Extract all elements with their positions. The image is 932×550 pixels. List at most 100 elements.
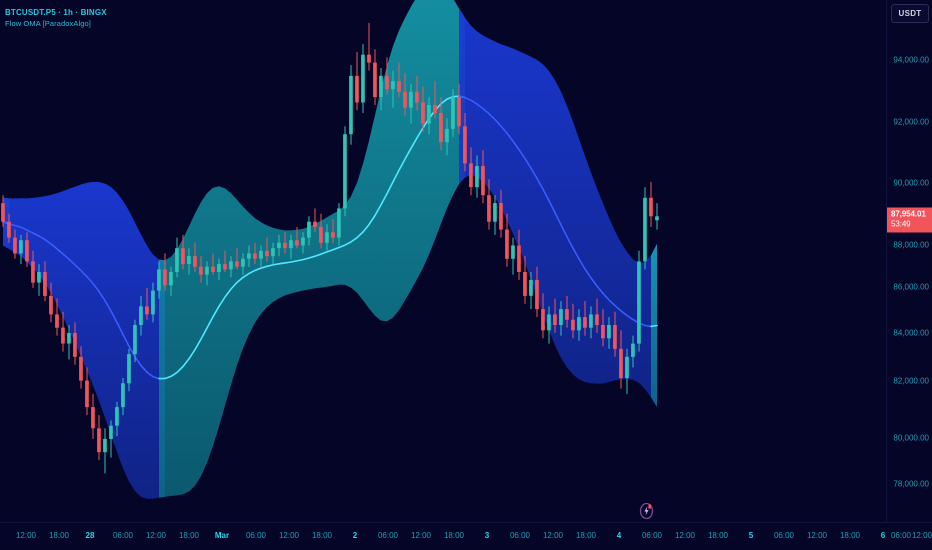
candle-body-bullish [625,356,629,378]
candle-body-bearish [193,256,197,267]
price-axis[interactable]: USDT 94,000.00 92,000.00 90,000.00 88,000.0… [886,0,932,522]
candle-body-bullish [109,425,113,439]
band-bearish-segment [3,181,165,499]
candle-body-bearish [331,232,335,238]
chart-plot-area[interactable] [0,0,886,522]
candle-body-bearish [469,163,473,188]
candle-body-bullish [337,208,341,238]
candle-body-bearish [463,126,467,164]
candle-body-bearish [295,240,299,246]
candle-body-bullish [451,97,455,129]
candle-body-bullish [277,242,281,249]
time-tick: 12:00 [806,531,828,540]
candle-body-bearish [49,295,53,315]
candle-body-bullish [151,290,155,315]
candle-body-bearish [97,428,101,453]
candle-body-bearish [535,279,539,310]
candle-body-bearish [415,91,419,103]
candle-body-bearish [613,325,617,349]
candle-body-bullish [229,261,233,270]
price-tick: 86,000.00 [893,282,929,292]
time-tick: 12:00 [278,531,300,540]
candle-body-bearish [313,221,317,227]
candle-body-bullish [115,407,119,426]
candle-body-bullish [391,81,395,90]
candle-body-bullish [379,75,383,98]
ma-line-segment [2,220,166,380]
time-tick: 5 [748,531,754,540]
time-tick: 12:00 [911,531,932,540]
candle-body-bullish [133,325,137,355]
ma-line-segment [650,324,658,328]
candle-body-bullish [307,221,311,238]
candle-body-bullish [205,266,209,275]
time-tick: 12:00 [410,531,432,540]
time-tick: 18:00 [178,531,200,540]
candle-body-bullish [643,197,647,262]
bar-countdown: 53:49 [891,219,911,229]
currency-badge[interactable]: USDT [891,4,929,23]
price-tick: 78,000.00 [893,479,929,489]
candle-body-bullish [247,253,251,259]
candle-body-bullish [655,216,659,221]
candle-body-bullish [475,166,479,188]
price-tick: 84,000.00 [893,328,929,338]
candle-body-bullish [271,248,275,257]
time-tick: 06:00 [641,531,663,540]
candle-body-bearish [61,327,65,344]
time-axis[interactable]: 12:00 18:00 28 06:00 12:00 18:00 Mar 06:00 12:00… [0,522,932,550]
candle-body-bearish [145,306,149,315]
candle-body-bullish [361,54,365,103]
time-tick: 18:00 [311,531,333,540]
candle-body-bearish [439,113,443,143]
time-tick: 06:00 [773,531,795,540]
candle-body-bullish [301,237,305,246]
flash-bolt-icon[interactable] [638,501,655,520]
candle-body-bearish [433,105,437,113]
ma-line-segment [458,95,658,328]
candle-body-bearish [523,272,527,296]
time-tick: 18:00 [707,531,729,540]
candle-body-bullish [139,306,143,325]
candle-body-bullish [589,314,593,328]
candle-body-bearish [373,62,377,97]
price-tick: 80,000.00 [893,433,929,443]
candle-body-bullish [121,383,125,408]
candle-body-bearish [517,245,521,272]
candle-body-bearish [397,81,401,92]
candle-body-bearish [487,195,491,222]
time-tick: 06:00 [245,531,267,540]
candle-body-bearish [595,314,599,325]
candle-body-bearish [31,261,35,283]
candle-body-bearish [583,317,587,328]
candle-body-bearish [73,332,77,357]
time-tick: 18:00 [443,531,465,540]
candle-body-bullish [343,134,347,209]
candle-body-bearish [211,266,215,272]
time-tick: 12:00 [15,531,37,540]
candle-body-bearish [481,166,485,196]
time-tick: 06:00 [377,531,399,540]
time-tick: 12:00 [145,531,167,540]
price-tick: 92,000.00 [893,117,929,127]
candle-body-bearish [541,309,545,331]
time-tick: 06:00 [509,531,531,540]
candle-body-bearish [649,197,653,217]
candle-body-bearish [403,91,407,108]
candle-body-bearish [565,309,569,320]
time-tick: 18:00 [839,531,861,540]
indicator-band-layer [3,0,657,499]
band-bearish-segment [459,8,657,408]
candle-body-bearish [505,229,509,259]
price-tick: 82,000.00 [893,376,929,386]
candle-body-bearish [355,75,359,103]
candle-body-bullish [547,314,551,331]
candle-body-bullish [607,325,611,339]
candle-body-bearish [199,266,203,275]
moving-average-line [2,95,658,380]
time-tick: 2 [352,531,358,540]
time-tick: 6 [880,531,886,540]
candle-body-bullish [241,258,245,267]
time-tick: 12:00 [542,531,564,540]
